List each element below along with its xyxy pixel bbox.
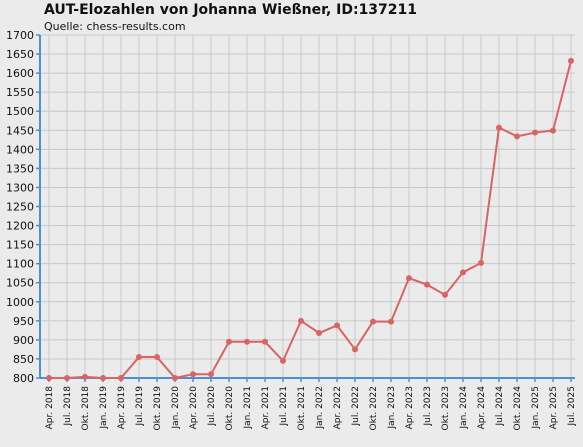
x-tick-label: Jan. 2021 xyxy=(243,386,253,430)
x-tick-label: Jan. 2020 xyxy=(171,386,181,430)
x-tick-label: Apr. 2019 xyxy=(117,386,127,430)
data-point xyxy=(190,371,196,378)
x-tick-label: Jan. 2019 xyxy=(99,386,109,430)
data-point xyxy=(514,133,520,140)
x-tick-label: Apr. 2023 xyxy=(405,386,415,429)
y-tick-label: 1650 xyxy=(6,48,34,61)
data-point xyxy=(424,281,430,288)
x-tick-label: Jan. 2024 xyxy=(459,386,469,430)
data-point xyxy=(82,373,88,380)
y-tick-label: 800 xyxy=(13,372,34,385)
x-tick-label: Jul. 2021 xyxy=(279,386,289,427)
data-point xyxy=(388,318,394,325)
data-point xyxy=(478,259,484,266)
y-tick-label: 950 xyxy=(13,315,34,328)
y-tick-label: 1550 xyxy=(6,86,34,99)
y-tick-label: 1250 xyxy=(6,201,34,214)
data-point xyxy=(550,127,556,134)
x-tick-label: Okt. 2021 xyxy=(297,386,307,430)
y-tick-label: 1600 xyxy=(6,67,34,80)
data-point xyxy=(226,338,232,345)
x-tick-label: Jul. 2018 xyxy=(63,386,73,427)
x-tick-label: Okt. 2020 xyxy=(225,386,235,431)
data-point xyxy=(64,375,70,381)
data-point xyxy=(496,124,502,131)
x-tick-label: Jan. 2023 xyxy=(387,386,397,430)
x-tick-label: Okt. 2019 xyxy=(153,386,163,431)
data-point xyxy=(298,317,304,324)
chart-title: AUT-Elozahlen von Johanna Wießner, ID:13… xyxy=(44,2,418,18)
y-tick-label: 1050 xyxy=(6,277,34,290)
data-point xyxy=(568,57,574,64)
data-point xyxy=(46,375,52,381)
x-tick-label: Apr. 2021 xyxy=(261,386,271,429)
x-tick-label: Apr. 2025 xyxy=(549,386,559,429)
y-tick-label: 1500 xyxy=(6,105,34,118)
data-point xyxy=(208,371,214,378)
y-tick-label: 1200 xyxy=(6,220,34,233)
x-tick-label: Jul. 2022 xyxy=(351,386,361,427)
data-point xyxy=(352,346,358,353)
x-tick-label: Apr. 2024 xyxy=(477,386,487,430)
y-tick-label: 1400 xyxy=(6,143,34,156)
x-tick-label: Jan. 2025 xyxy=(531,386,541,430)
x-tick-label: Jul. 2020 xyxy=(207,386,217,427)
y-tick-label: 1000 xyxy=(6,296,34,309)
series-line xyxy=(49,60,572,379)
y-tick-label: 850 xyxy=(13,353,34,366)
x-tick-label: Jul. 2025 xyxy=(567,386,577,427)
y-tick-label: 1450 xyxy=(6,124,34,137)
x-tick-label: Okt. 2022 xyxy=(369,386,379,430)
x-tick-label: Jul. 2023 xyxy=(423,386,433,427)
y-tick-label: 900 xyxy=(13,334,34,347)
chart-subtitle: Quelle: chess-results.com xyxy=(44,20,186,33)
x-tick-label: Okt. 2024 xyxy=(513,386,523,431)
data-point xyxy=(172,375,178,381)
x-tick-label: Apr. 2018 xyxy=(45,386,55,430)
y-tick-label: 1100 xyxy=(6,258,34,271)
x-tick-label: Okt. 2018 xyxy=(81,386,91,431)
data-point xyxy=(154,354,160,361)
data-point xyxy=(262,338,268,345)
data-point xyxy=(442,291,448,298)
x-tick-label: Jan. 2022 xyxy=(315,386,325,430)
data-point xyxy=(100,375,106,381)
data-point xyxy=(244,338,250,345)
data-point xyxy=(280,357,286,364)
data-point xyxy=(118,375,124,381)
x-tick-label: Okt. 2023 xyxy=(441,386,451,430)
x-tick-label: Apr. 2022 xyxy=(333,386,343,429)
data-point xyxy=(460,269,466,276)
x-tick-label: Jul. 2024 xyxy=(495,386,505,427)
data-point xyxy=(334,322,340,329)
y-tick-label: 1350 xyxy=(6,162,34,175)
y-tick-label: 1300 xyxy=(6,181,34,194)
data-point xyxy=(316,330,322,337)
data-point xyxy=(370,318,376,325)
x-tick-label: Apr. 2020 xyxy=(189,386,199,430)
x-tick-label: Jul. 2019 xyxy=(135,386,145,427)
y-tick-label: 1150 xyxy=(6,239,34,252)
data-point xyxy=(532,129,538,136)
y-tick-label: 1700 xyxy=(6,29,34,42)
data-point xyxy=(136,354,142,361)
data-point xyxy=(406,275,412,282)
